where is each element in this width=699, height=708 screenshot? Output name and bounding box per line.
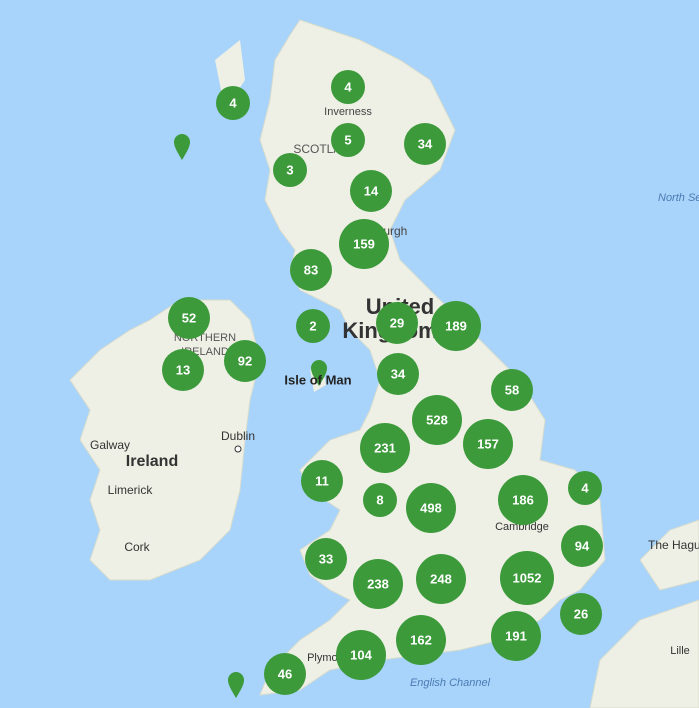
cluster-marker[interactable]	[331, 123, 365, 157]
cluster-marker[interactable]	[273, 153, 307, 187]
cluster-marker[interactable]	[491, 611, 541, 661]
cluster-count: 3	[286, 162, 293, 177]
cluster-marker[interactable]	[336, 630, 386, 680]
place-label: The Hague	[648, 538, 699, 552]
cluster-count: 528	[426, 412, 448, 427]
cluster-marker[interactable]	[264, 653, 306, 695]
cluster-marker[interactable]	[301, 460, 343, 502]
cluster-marker[interactable]	[416, 554, 466, 604]
cluster-marker[interactable]	[305, 538, 347, 580]
cluster-marker[interactable]	[404, 123, 446, 165]
cluster-count: 4	[229, 95, 237, 110]
cluster-count: 248	[430, 571, 452, 586]
cluster-marker[interactable]	[406, 483, 456, 533]
cluster-count: 162	[410, 632, 432, 647]
cluster-marker[interactable]	[162, 349, 204, 391]
cluster-marker[interactable]	[396, 615, 446, 665]
cluster-count: 159	[353, 236, 375, 251]
place-label: North Sea	[658, 192, 699, 204]
cluster-count: 34	[391, 366, 406, 381]
cluster-count: 8	[376, 492, 383, 507]
cluster-count: 5	[344, 132, 351, 147]
cluster-marker[interactable]	[224, 340, 266, 382]
cluster-count: 186	[512, 492, 534, 507]
cluster-count: 498	[420, 500, 442, 515]
continent-north	[639, 519, 699, 591]
cluster-marker[interactable]	[376, 302, 418, 344]
cluster-marker[interactable]	[290, 249, 332, 291]
cluster-marker[interactable]	[560, 593, 602, 635]
cluster-marker[interactable]	[431, 301, 481, 351]
cluster-marker[interactable]	[561, 525, 603, 567]
cluster-marker[interactable]	[296, 309, 330, 343]
cluster-marker[interactable]	[491, 369, 533, 411]
cluster-count: 94	[575, 538, 590, 553]
cluster-count: 52	[182, 310, 196, 325]
cluster-count: 34	[418, 136, 433, 151]
cluster-count: 29	[390, 315, 404, 330]
cluster-count: 46	[278, 666, 292, 681]
place-label: Inverness	[324, 106, 372, 118]
cluster-marker[interactable]	[363, 483, 397, 517]
pin	[228, 672, 244, 698]
place-label: Lille	[670, 645, 690, 657]
place-label: Ireland	[126, 453, 178, 470]
place-label: Cork	[124, 540, 150, 554]
place-label: Isle of Man	[284, 372, 351, 387]
cluster-marker[interactable]	[377, 353, 419, 395]
cluster-marker[interactable]	[350, 170, 392, 212]
cluster-count: 2	[309, 318, 316, 333]
cluster-marker[interactable]	[360, 423, 410, 473]
cluster-marker[interactable]	[353, 559, 403, 609]
cluster-count: 92	[238, 353, 252, 368]
cluster-count: 11	[315, 473, 329, 488]
city-dot	[234, 445, 242, 453]
cluster-count: 157	[477, 436, 499, 451]
cluster-marker[interactable]	[216, 86, 250, 120]
place-label: English Channel	[410, 677, 491, 689]
cluster-count: 4	[581, 480, 589, 495]
cluster-marker[interactable]	[331, 70, 365, 104]
place-label: Galway	[90, 438, 130, 452]
cluster-marker[interactable]	[168, 297, 210, 339]
place-label: Limerick	[108, 483, 154, 497]
cluster-marker[interactable]	[339, 219, 389, 269]
cluster-count: 104	[350, 647, 372, 662]
cluster-marker[interactable]	[568, 471, 602, 505]
cluster-count: 1052	[513, 570, 542, 585]
cluster-count: 191	[505, 628, 527, 643]
place-label: Dublin	[221, 429, 255, 443]
cluster-count: 83	[304, 262, 318, 277]
pin	[174, 134, 190, 160]
cluster-marker[interactable]	[498, 475, 548, 525]
cluster-count: 58	[505, 382, 519, 397]
cluster-marker[interactable]	[463, 419, 513, 469]
place-label: Cambridge	[495, 521, 549, 533]
cluster-count: 13	[176, 362, 190, 377]
ireland	[69, 299, 261, 581]
cluster-count: 238	[367, 576, 389, 591]
cluster-count: 26	[574, 606, 588, 621]
cluster-marker[interactable]	[500, 551, 554, 605]
cluster-count: 189	[445, 318, 467, 333]
pin	[311, 360, 327, 386]
cluster-count: 14	[364, 183, 379, 198]
cluster-count: 33	[319, 551, 333, 566]
cluster-marker[interactable]	[412, 395, 462, 445]
cluster-count: 231	[374, 440, 396, 455]
cluster-count: 4	[344, 79, 352, 94]
continent	[589, 599, 699, 708]
